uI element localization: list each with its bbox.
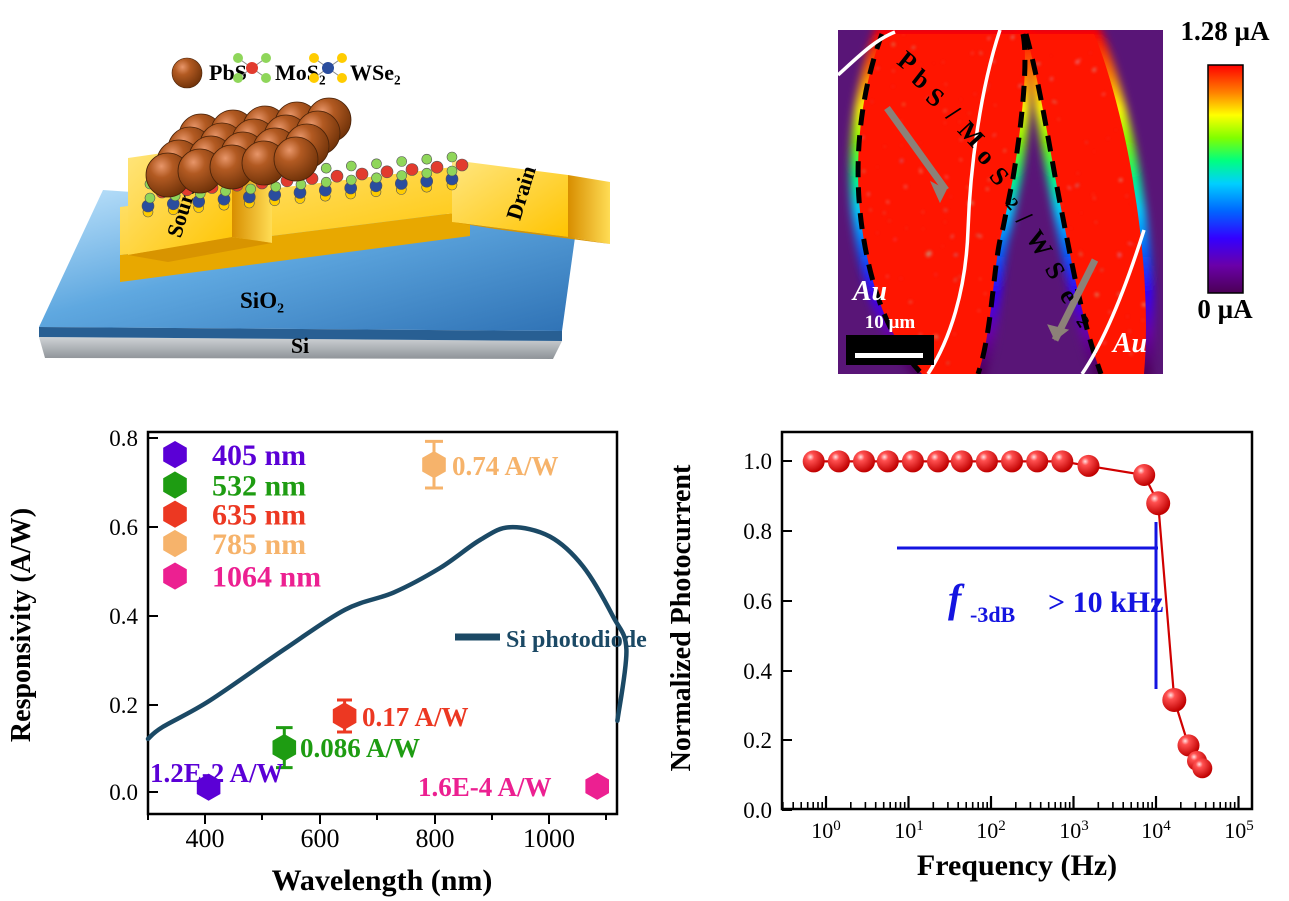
svg-text:0.74 A/W: 0.74 A/W xyxy=(452,451,559,481)
svg-text:Responsivity (A/W): Responsivity (A/W) xyxy=(6,508,37,742)
svg-text:0.0: 0.0 xyxy=(743,798,772,823)
svg-text:103: 103 xyxy=(1059,818,1089,843)
svg-text:WSe₂: WSe₂ xyxy=(350,60,401,85)
svg-text:Frequency (Hz): Frequency (Hz) xyxy=(917,849,1117,882)
svg-text:0.2: 0.2 xyxy=(743,728,772,753)
svg-text:1.2E-2 A/W: 1.2E-2 A/W xyxy=(150,758,284,788)
svg-text:SiO₂: SiO₂ xyxy=(240,288,284,313)
svg-text:1.28 µA: 1.28 µA xyxy=(1180,16,1270,46)
svg-text:104: 104 xyxy=(1141,818,1171,843)
svg-text:102: 102 xyxy=(976,818,1006,843)
svg-text:0.4: 0.4 xyxy=(743,659,772,684)
svg-text:0.8: 0.8 xyxy=(109,426,138,451)
svg-text:0.4: 0.4 xyxy=(109,604,138,629)
svg-text:> 10 kHz: > 10 kHz xyxy=(1048,586,1163,619)
svg-text:MoS₂: MoS₂ xyxy=(275,60,326,85)
svg-text:100: 100 xyxy=(811,818,841,843)
svg-text:Wavelength (nm): Wavelength (nm) xyxy=(272,864,493,897)
svg-text:635 nm: 635 nm xyxy=(212,499,306,532)
svg-text:800: 800 xyxy=(416,824,455,853)
svg-text:405 nm: 405 nm xyxy=(212,439,306,472)
svg-text:0.17 A/W: 0.17 A/W xyxy=(362,702,469,732)
svg-text:105: 105 xyxy=(1224,818,1254,843)
svg-text:400: 400 xyxy=(186,824,225,853)
svg-text:0.0: 0.0 xyxy=(109,780,138,805)
svg-text:785 nm: 785 nm xyxy=(212,528,306,561)
svg-text:1000: 1000 xyxy=(523,824,575,853)
svg-text:0 µA: 0 µA xyxy=(1197,294,1253,324)
svg-text:101: 101 xyxy=(894,818,924,843)
svg-text:0.2: 0.2 xyxy=(109,693,138,718)
svg-text:Au: Au xyxy=(1111,328,1147,359)
svg-text:f: f xyxy=(948,576,965,621)
svg-text:0.086 A/W: 0.086 A/W xyxy=(300,733,420,763)
svg-text:Si: Si xyxy=(291,333,309,358)
svg-text:600: 600 xyxy=(301,824,340,853)
svg-text:Au: Au xyxy=(851,276,887,307)
svg-text:Normalized Photocurrent: Normalized Photocurrent xyxy=(666,464,697,771)
svg-text:0.8: 0.8 xyxy=(743,519,772,544)
svg-text:10 µm: 10 µm xyxy=(865,312,916,333)
svg-text:1064 nm: 1064 nm xyxy=(212,561,321,594)
svg-text:1.0: 1.0 xyxy=(743,449,772,474)
svg-text:0.6: 0.6 xyxy=(109,515,138,540)
svg-text:0.6: 0.6 xyxy=(743,589,772,614)
svg-text:Si photodiode: Si photodiode xyxy=(506,627,647,653)
svg-text:1.6E-4 A/W: 1.6E-4 A/W xyxy=(418,772,552,802)
svg-text:-3dB: -3dB xyxy=(970,602,1016,627)
